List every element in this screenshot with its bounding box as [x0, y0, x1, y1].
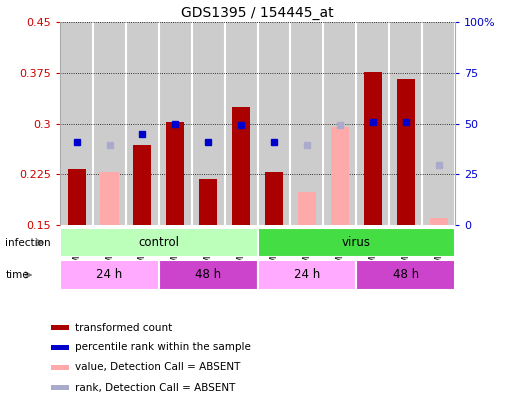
Bar: [257, 260, 356, 290]
Bar: [422, 22, 455, 225]
Bar: [159, 22, 192, 225]
Bar: [331, 127, 349, 225]
Bar: [166, 122, 185, 225]
Bar: [225, 22, 257, 225]
Bar: [51, 345, 70, 350]
Bar: [389, 22, 422, 225]
Bar: [100, 172, 119, 225]
Bar: [192, 22, 225, 225]
Text: rank, Detection Call = ABSENT: rank, Detection Call = ABSENT: [75, 383, 235, 392]
Bar: [356, 22, 389, 225]
Bar: [126, 22, 159, 225]
Bar: [60, 228, 257, 257]
Text: value, Detection Call = ABSENT: value, Detection Call = ABSENT: [75, 362, 240, 372]
Text: transformed count: transformed count: [75, 323, 172, 333]
Bar: [51, 364, 70, 369]
Bar: [159, 260, 257, 290]
Bar: [429, 218, 448, 225]
Bar: [199, 179, 217, 225]
Text: time: time: [5, 270, 29, 280]
Bar: [232, 107, 250, 225]
Bar: [67, 169, 86, 225]
Text: 24 h: 24 h: [96, 269, 122, 281]
Text: control: control: [139, 236, 179, 249]
Text: percentile rank within the sample: percentile rank within the sample: [75, 343, 251, 352]
Bar: [60, 22, 93, 225]
Bar: [257, 22, 290, 225]
Bar: [257, 228, 455, 257]
Text: 48 h: 48 h: [393, 269, 419, 281]
Bar: [298, 192, 316, 225]
Title: GDS1395 / 154445_at: GDS1395 / 154445_at: [181, 6, 334, 20]
Bar: [60, 260, 159, 290]
Bar: [93, 22, 126, 225]
Bar: [323, 22, 356, 225]
Bar: [396, 79, 415, 225]
Text: infection: infection: [5, 238, 51, 247]
Text: 48 h: 48 h: [195, 269, 221, 281]
Bar: [265, 172, 283, 225]
Text: virus: virus: [342, 236, 371, 249]
Bar: [356, 260, 455, 290]
Bar: [133, 145, 152, 225]
Text: 24 h: 24 h: [294, 269, 320, 281]
Bar: [51, 326, 70, 330]
Bar: [363, 72, 382, 225]
Bar: [51, 385, 70, 390]
Bar: [290, 22, 323, 225]
